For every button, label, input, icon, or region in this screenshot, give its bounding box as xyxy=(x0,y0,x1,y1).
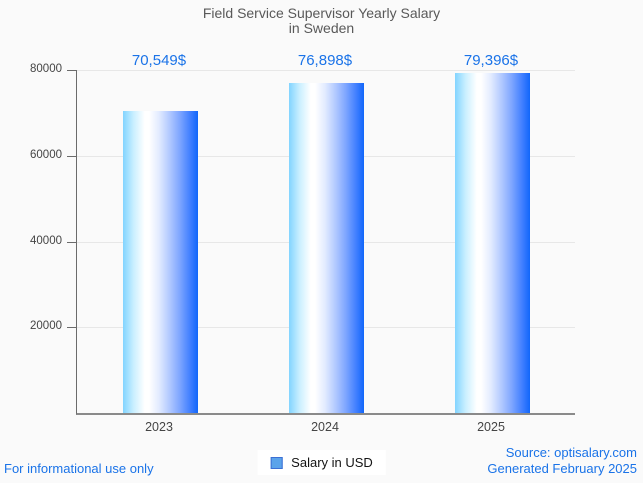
y-axis-tick xyxy=(67,327,77,328)
bar-2023 xyxy=(123,111,198,413)
source-line2: Generated February 2025 xyxy=(487,461,637,476)
chart-title: Field Service Supervisor Yearly Salary i… xyxy=(0,6,643,36)
gridline xyxy=(77,70,575,71)
legend-label: Salary in USD xyxy=(291,455,373,470)
y-axis-tick-label: 60000 xyxy=(30,149,62,161)
y-axis-tick-label: 40000 xyxy=(30,235,62,247)
bar-2024 xyxy=(289,83,364,413)
legend: Salary in USD xyxy=(257,450,386,475)
bar-value-label: 79,396$ xyxy=(463,52,519,69)
y-axis-tick-label: 80000 xyxy=(30,63,62,75)
source-text: Source: optisalary.com Generated Februar… xyxy=(487,445,637,477)
chart-title-line1: Field Service Supervisor Yearly Salary xyxy=(202,5,441,21)
bar-value-label: 70,549$ xyxy=(131,52,187,69)
plot-area xyxy=(67,70,575,415)
bar-2025 xyxy=(455,73,530,413)
source-line1: Source: optisalary.com xyxy=(505,445,637,460)
y-axis-tick xyxy=(67,242,77,243)
disclaimer-text: For informational use only xyxy=(4,461,154,476)
bar-value-label: 76,898$ xyxy=(297,52,353,69)
y-axis-tick-label: 20000 xyxy=(30,320,62,332)
x-axis-tick-label: 2024 xyxy=(311,420,339,434)
y-axis-tick xyxy=(67,156,77,157)
x-axis-tick-label: 2023 xyxy=(145,420,173,434)
x-axis-tick-label: 2025 xyxy=(477,420,505,434)
legend-marker-icon xyxy=(270,456,283,469)
chart-title-line2: in Sweden xyxy=(288,20,355,36)
y-axis-tick xyxy=(67,70,77,71)
